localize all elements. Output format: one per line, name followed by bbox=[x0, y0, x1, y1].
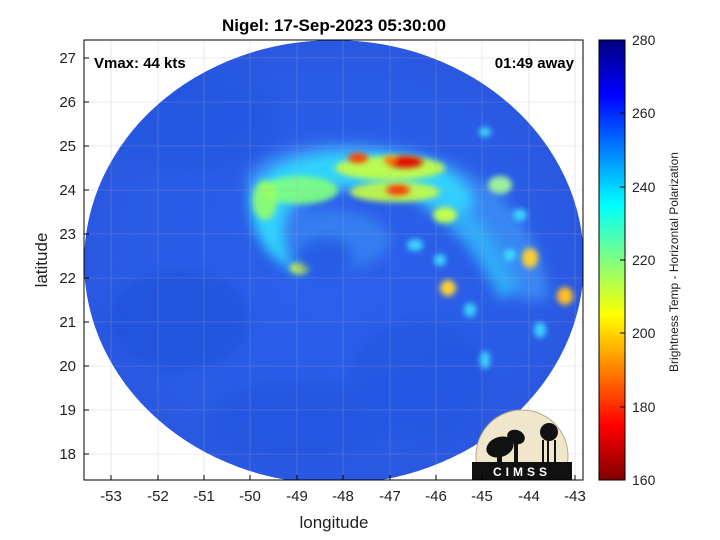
x-tick-labels: -53 -52 -51 -50 -49 -48 -47 -46 -45 -44 … bbox=[100, 488, 586, 505]
colorbar-tick-label: 260 bbox=[632, 105, 656, 121]
y-tick-label: 22 bbox=[59, 270, 76, 287]
colorbar-tick-label: 220 bbox=[632, 252, 656, 268]
colorbar-tick-label: 240 bbox=[632, 179, 656, 195]
chart-title: Nigel: 17-Sep-2023 05:30:00 bbox=[222, 16, 446, 35]
x-tick-label: -52 bbox=[147, 488, 169, 505]
y-tick-label: 24 bbox=[59, 182, 76, 199]
x-tick-label: -47 bbox=[379, 488, 401, 505]
y-tick-label: 27 bbox=[59, 50, 76, 67]
x-tick-label: -44 bbox=[518, 488, 540, 505]
y-axis bbox=[84, 57, 89, 455]
y-tick-label: 19 bbox=[59, 402, 76, 419]
y-tick-label: 18 bbox=[59, 446, 76, 463]
colorbar-label: Brightness Temp - Horizontal Polarizatio… bbox=[667, 152, 681, 372]
x-tick-label: -49 bbox=[286, 488, 308, 505]
x-tick-label: -51 bbox=[193, 488, 215, 505]
cimss-logo: CIMSS bbox=[472, 409, 572, 480]
x-tick-label: -48 bbox=[332, 488, 354, 505]
plot-area: CIMSS Vmax: 44 kts 01:49 away bbox=[84, 40, 583, 480]
vmax-label: Vmax: 44 kts bbox=[94, 55, 186, 72]
y-tick-label: 26 bbox=[59, 94, 76, 111]
x-axis-label: longitude bbox=[299, 513, 368, 532]
colorbar: 280 260 240 220 200 180 160 Brightness T… bbox=[598, 32, 681, 488]
time-away-label: 01:49 away bbox=[495, 55, 575, 72]
colorbar-tick-label: 180 bbox=[632, 399, 656, 415]
y-tick-label: 25 bbox=[59, 138, 76, 155]
x-axis bbox=[110, 475, 576, 480]
x-tick-label: -45 bbox=[471, 488, 493, 505]
colorbar-tick-label: 160 bbox=[632, 472, 656, 488]
logo-text: CIMSS bbox=[493, 465, 551, 479]
colorbar-tick-label: 280 bbox=[632, 32, 656, 48]
y-tick-label: 21 bbox=[59, 314, 76, 331]
y-tick-label: 20 bbox=[59, 358, 76, 375]
x-tick-label: -50 bbox=[239, 488, 261, 505]
x-tick-label: -43 bbox=[564, 488, 586, 505]
y-tick-labels: 27 26 25 24 23 22 21 20 19 18 bbox=[59, 50, 76, 463]
colorbar-tick-label: 200 bbox=[632, 325, 656, 341]
y-tick-label: 23 bbox=[59, 226, 76, 243]
x-tick-label: -53 bbox=[100, 488, 122, 505]
axes-frame bbox=[83, 39, 584, 481]
x-tick-label: -46 bbox=[425, 488, 447, 505]
y-axis-label: latitude bbox=[32, 233, 51, 288]
